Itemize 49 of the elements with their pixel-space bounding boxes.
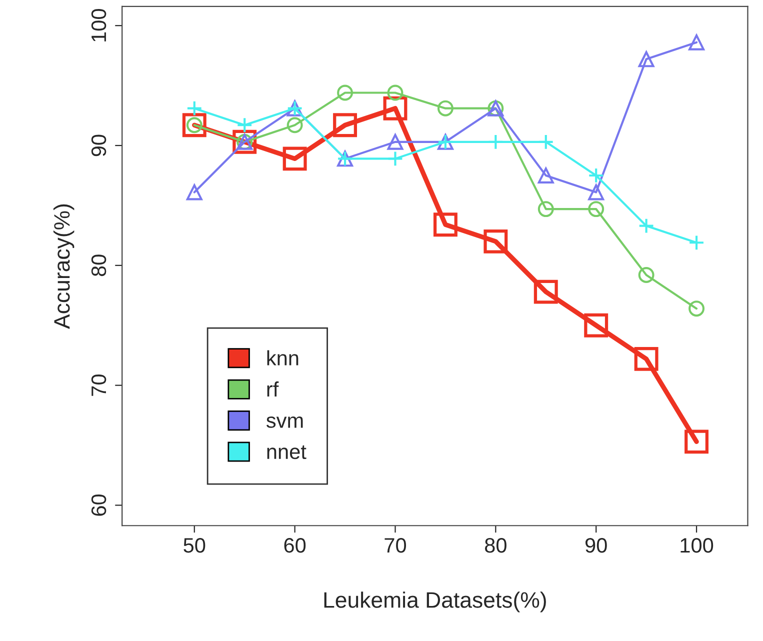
x-tick-label: 100 — [680, 538, 714, 553]
point — [186, 100, 202, 116]
point — [484, 229, 508, 254]
legend-label: nnet — [267, 445, 306, 460]
point — [236, 117, 253, 134]
point — [488, 134, 504, 150]
point — [387, 150, 404, 167]
point — [286, 117, 303, 134]
point — [282, 146, 307, 171]
point — [638, 51, 654, 68]
point — [534, 280, 558, 304]
point — [186, 184, 202, 200]
point — [688, 234, 705, 251]
point — [383, 96, 408, 120]
x-tick-label: 70 — [384, 538, 406, 553]
point — [437, 100, 454, 116]
point — [588, 184, 604, 200]
y-tick-label: 90 — [91, 134, 106, 156]
y-tick-label: 70 — [91, 374, 106, 396]
point — [634, 346, 658, 371]
point — [433, 212, 458, 237]
legend-label: rf — [267, 381, 279, 396]
x-tick-label: 50 — [184, 538, 206, 553]
point — [688, 300, 705, 317]
x-tick-label: 90 — [585, 538, 607, 553]
x-axis-title: Leukemia Datasets(%) — [324, 592, 546, 612]
point — [688, 34, 705, 50]
y-tick-label: 80 — [91, 254, 106, 276]
point — [588, 201, 604, 218]
point — [588, 167, 604, 184]
point — [684, 430, 709, 454]
point — [538, 201, 554, 218]
point — [638, 267, 654, 283]
legend-label: knn — [267, 350, 298, 366]
point — [333, 113, 358, 138]
point — [538, 134, 554, 150]
x-tick-label: 60 — [284, 538, 306, 553]
point — [538, 167, 554, 184]
y-tick-label: 60 — [91, 494, 106, 516]
y-tick-label: 100 — [91, 9, 106, 42]
point — [387, 134, 404, 150]
point — [182, 113, 206, 138]
point — [337, 84, 354, 101]
x-tick-label: 80 — [484, 538, 506, 553]
point — [638, 218, 654, 234]
legend-label: svm — [266, 416, 303, 428]
y-axis-title: Accuracy(%) — [53, 204, 74, 329]
point — [387, 84, 404, 101]
point — [584, 313, 608, 338]
